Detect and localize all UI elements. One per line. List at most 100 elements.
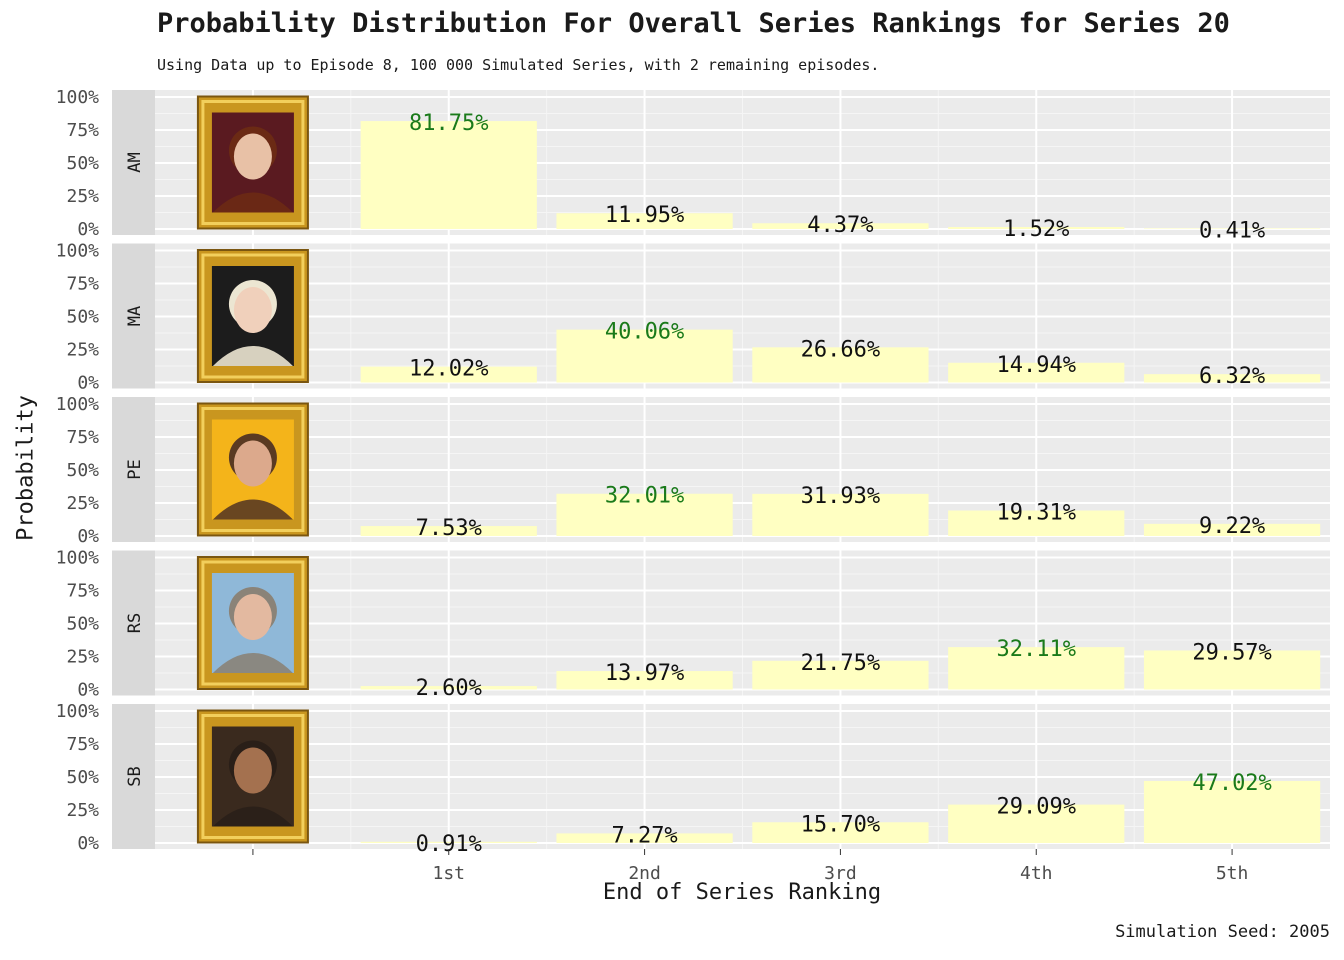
facet-panel-sb: 0%25%50%75%100%SB0.91% 7.27% 15.70%29.09%4… (56, 701, 1330, 884)
facet-strip-label: PE (125, 459, 145, 479)
facet-strip (112, 550, 155, 696)
y-tick-label: 25% (66, 186, 99, 207)
y-tick-label: 50% (66, 614, 99, 635)
data-label: 29.57% (1192, 640, 1271, 665)
data-label: 7.53% (416, 516, 482, 541)
facet-strip (112, 704, 155, 849)
y-tick-label: 0% (77, 373, 99, 394)
facet-strip-label: RS (125, 613, 145, 633)
bar-pe-3rd (752, 493, 929, 536)
chart-subtitle: Using Data up to Episode 8, 100 000 Simu… (157, 56, 880, 74)
contestant-portrait-ma (196, 249, 309, 383)
data-label: 15.70% (801, 812, 880, 837)
contestant-portrait-sb (196, 709, 309, 844)
y-tick-label: 100% (56, 241, 100, 262)
x-tick-label: 4th (1020, 863, 1053, 884)
portrait-face (233, 747, 272, 794)
data-label: 32.01% (605, 484, 684, 509)
y-tick-label: 50% (66, 460, 99, 481)
data-label: 26.66% (801, 337, 880, 362)
bar-rs-3rd (752, 660, 929, 690)
facet-panel-pe: 0% 25% 50% 75% 100% PE 7.53% 32.01% 31.93% 19.31%… (56, 394, 1330, 547)
y-tick-label: 0% (77, 219, 99, 240)
bar-am-1st (360, 121, 537, 229)
portrait-face (233, 440, 272, 487)
bar-sb-4th (948, 804, 1125, 843)
bar-rs-4th (948, 647, 1125, 690)
bar-ma-1st (360, 366, 537, 383)
y-tick-label: 75% (66, 581, 99, 602)
portrait-face (233, 594, 272, 640)
data-label: 29.09% (997, 795, 1076, 820)
bar-am-3rd (752, 223, 929, 229)
bar-ma-5th (1143, 374, 1321, 383)
y-tick-label: 75% (66, 734, 99, 755)
y-tick-label: 75% (66, 427, 99, 448)
bar-pe-2nd (556, 493, 733, 536)
facet-strip-label: MA (125, 306, 145, 326)
x-tick-label: 5th (1216, 863, 1249, 884)
y-tick-label: 25% (66, 493, 99, 514)
data-label: 2.60% (416, 676, 482, 701)
bar-am-4th (948, 226, 1125, 229)
facet-panel-rs: 0% 25% 50% 75% 100% RS 2.60% 13.97% 21.75% 32.11%… (56, 548, 1330, 701)
y-tick-label: 0% (77, 680, 99, 701)
bar-ma-3rd (752, 347, 929, 383)
data-label: 13.97% (605, 661, 684, 686)
portrait-shoulders (212, 499, 293, 520)
chart-title: Probability Distribution For Overall Ser… (157, 8, 1230, 39)
facet-strip (112, 397, 155, 542)
facet-panel-ma: 0% 25% 50% 75% 100% MA 12.02% 40.06% 26.66% 14.94… (56, 241, 1330, 394)
portrait-shoulders (212, 192, 293, 213)
y-tick-label: 50% (66, 153, 99, 174)
data-label: 7.27% (611, 823, 677, 848)
data-label: 21.75% (801, 651, 880, 676)
portrait-shoulders (212, 806, 293, 827)
portrait-face (233, 133, 272, 180)
data-label: 4.37% (807, 213, 873, 238)
bar-rs-1st (360, 686, 537, 690)
y-tick-label: 0% (77, 526, 99, 547)
data-label: 19.31% (997, 501, 1076, 526)
facet-strip-label: SB (125, 766, 145, 786)
bar-am-5th (1143, 228, 1321, 229)
y-tick-label: 75% (66, 274, 99, 295)
facet-strip (112, 90, 155, 235)
portrait-frame-inner (201, 100, 305, 225)
data-label: 81.75% (409, 111, 488, 136)
bar-pe-1st (360, 526, 537, 536)
x-tick-label: 1st (432, 863, 465, 884)
y-tick-label: 100% (56, 701, 100, 722)
y-tick-label: 25% (66, 800, 99, 821)
data-label: 47.02% (1192, 771, 1271, 796)
data-label: 12.02% (409, 357, 488, 382)
data-label: 14.94% (997, 353, 1076, 378)
portrait-frame-inner (201, 560, 305, 686)
y-tick-label: 25% (66, 647, 99, 668)
contestant-portrait-rs (196, 556, 309, 690)
bar-rs-5th (1143, 650, 1321, 690)
contestant-portrait-am (196, 95, 309, 230)
data-label: 1.52% (1003, 217, 1069, 242)
data-label: 9.22% (1199, 514, 1265, 539)
data-label: 0.41% (1199, 218, 1265, 243)
portrait-shoulders (212, 653, 293, 673)
chart-caption: Simulation Seed: 2005 (1115, 922, 1330, 942)
portrait-face (233, 287, 272, 333)
portrait-frame-inner (201, 714, 305, 839)
portrait-frame-inner (201, 407, 305, 532)
bar-am-2nd (556, 213, 733, 229)
data-label: 32.11% (997, 637, 1076, 662)
contestant-portrait-pe (196, 402, 309, 537)
bar-sb-3rd (752, 822, 929, 843)
data-label: 31.93% (801, 484, 880, 509)
facet-strip (112, 243, 155, 389)
facet-strip-label: AM (125, 152, 145, 172)
x-tick-label: 3rd (824, 863, 857, 884)
bar-pe-4th (948, 510, 1125, 536)
data-label: 6.32% (1199, 364, 1265, 389)
bar-pe-5th (1143, 523, 1321, 536)
data-label: 11.95% (605, 203, 684, 228)
y-tick-label: 50% (66, 767, 99, 788)
